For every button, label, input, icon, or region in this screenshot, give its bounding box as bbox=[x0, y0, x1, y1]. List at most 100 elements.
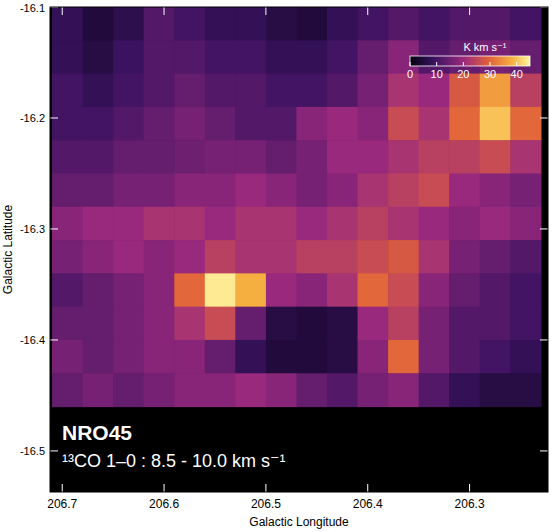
cell bbox=[388, 240, 419, 274]
cell bbox=[480, 140, 511, 174]
cell bbox=[52, 340, 83, 374]
cell bbox=[327, 107, 358, 141]
cell bbox=[144, 373, 175, 407]
cell bbox=[83, 107, 114, 141]
cell bbox=[358, 207, 389, 241]
cell bbox=[480, 107, 511, 141]
cell bbox=[388, 74, 419, 108]
cell bbox=[358, 107, 389, 141]
cell bbox=[327, 240, 358, 274]
cell bbox=[235, 74, 266, 108]
y-tick-right bbox=[540, 339, 548, 340]
cell bbox=[388, 373, 419, 407]
cell bbox=[480, 173, 511, 207]
cell bbox=[419, 140, 450, 174]
cell bbox=[510, 340, 541, 374]
cell bbox=[52, 107, 83, 141]
cell bbox=[419, 7, 450, 41]
cell bbox=[419, 107, 450, 141]
x-tick-label: 206.6 bbox=[149, 497, 179, 511]
cell bbox=[419, 340, 450, 374]
cell bbox=[235, 373, 266, 407]
cell bbox=[205, 107, 236, 141]
cells bbox=[52, 7, 541, 407]
cell bbox=[296, 307, 327, 341]
cell bbox=[327, 307, 358, 341]
cell bbox=[235, 140, 266, 174]
x-tick-top bbox=[265, 7, 266, 15]
cell bbox=[449, 340, 480, 374]
cell bbox=[113, 107, 144, 141]
cell bbox=[83, 173, 114, 207]
cell bbox=[83, 373, 114, 407]
cell bbox=[144, 7, 175, 41]
cell bbox=[174, 207, 205, 241]
cell bbox=[388, 7, 419, 41]
colorbar-label: K km s⁻¹ bbox=[463, 41, 506, 53]
cell bbox=[480, 340, 511, 374]
cell bbox=[144, 140, 175, 174]
cell bbox=[235, 207, 266, 241]
cell bbox=[480, 7, 511, 41]
cell bbox=[205, 273, 236, 307]
cell bbox=[113, 140, 144, 174]
cell bbox=[327, 74, 358, 108]
cell bbox=[174, 140, 205, 174]
cell bbox=[449, 373, 480, 407]
cell bbox=[205, 74, 236, 108]
cell bbox=[296, 140, 327, 174]
cell bbox=[205, 307, 236, 341]
cell bbox=[388, 173, 419, 207]
cell bbox=[419, 207, 450, 241]
cell bbox=[113, 207, 144, 241]
cell bbox=[174, 273, 205, 307]
cell bbox=[205, 373, 236, 407]
cell bbox=[205, 140, 236, 174]
cell bbox=[174, 340, 205, 374]
y-tick bbox=[50, 228, 58, 229]
cell bbox=[83, 7, 114, 41]
cell bbox=[83, 207, 114, 241]
cell bbox=[83, 240, 114, 274]
cell bbox=[327, 140, 358, 174]
cell bbox=[83, 40, 114, 74]
cell bbox=[327, 373, 358, 407]
cell bbox=[174, 107, 205, 141]
cell bbox=[358, 373, 389, 407]
y-axis-title: Galactic Latitude bbox=[1, 204, 15, 294]
frame bbox=[50, 7, 548, 492]
chart: 206.7206.6206.5206.4206.3-16.1-16.2-16.3… bbox=[0, 0, 552, 532]
cell bbox=[327, 207, 358, 241]
cell bbox=[205, 40, 236, 74]
y-tick-label: -16.3 bbox=[20, 223, 45, 235]
cell bbox=[358, 74, 389, 108]
colorbar-tick bbox=[463, 62, 464, 66]
cell bbox=[296, 173, 327, 207]
cell bbox=[296, 340, 327, 374]
cell bbox=[296, 107, 327, 141]
cell bbox=[480, 207, 511, 241]
x-tick-top bbox=[164, 7, 165, 15]
cell bbox=[388, 140, 419, 174]
cell bbox=[419, 273, 450, 307]
cell bbox=[205, 240, 236, 274]
cell bbox=[266, 140, 297, 174]
colorbar bbox=[410, 56, 530, 66]
cell bbox=[449, 207, 480, 241]
cell bbox=[235, 40, 266, 74]
cell bbox=[113, 307, 144, 341]
cell bbox=[83, 140, 114, 174]
cell bbox=[113, 340, 144, 374]
cell bbox=[174, 307, 205, 341]
cell bbox=[144, 40, 175, 74]
x-tick bbox=[367, 484, 368, 492]
cell bbox=[52, 373, 83, 407]
cell bbox=[510, 173, 541, 207]
cell bbox=[449, 240, 480, 274]
cell bbox=[174, 74, 205, 108]
cell bbox=[388, 107, 419, 141]
cell bbox=[266, 7, 297, 41]
cell bbox=[266, 240, 297, 274]
cell bbox=[144, 74, 175, 108]
cell bbox=[174, 240, 205, 274]
